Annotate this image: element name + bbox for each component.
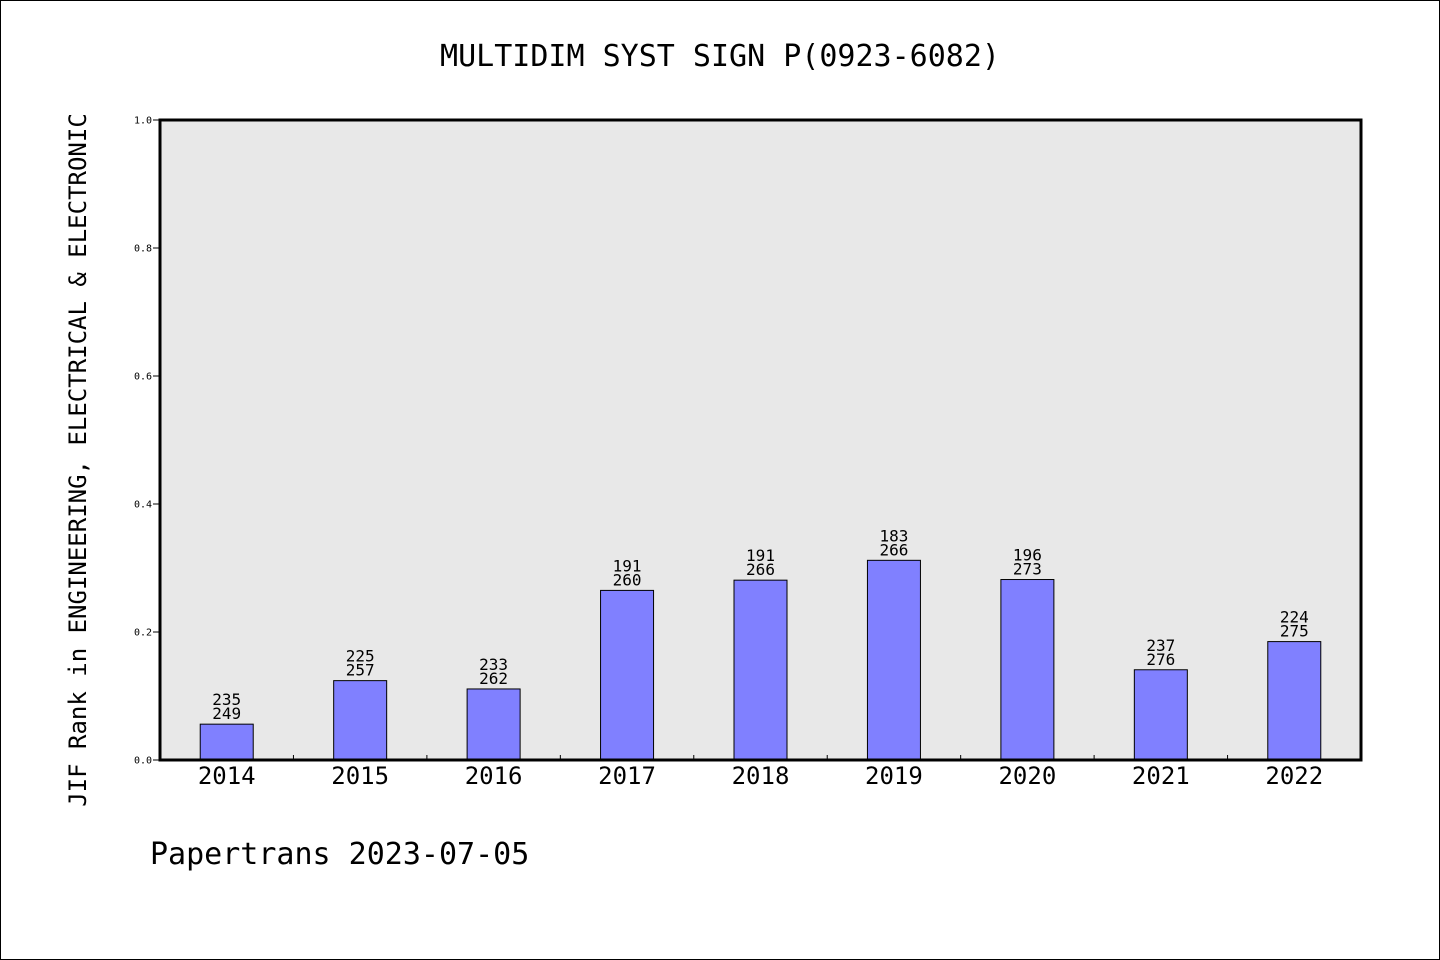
chart-title: MULTIDIM SYST SIGN P(0923-6082) — [440, 39, 1000, 74]
bar-total-label: 266 — [879, 540, 908, 559]
bar-2020 — [1000, 579, 1055, 761]
x-tick-label: 2015 — [331, 762, 389, 790]
x-tick-label: 2018 — [732, 762, 790, 790]
y-tick-label: 0.0 — [134, 756, 152, 767]
y-tick-label: 0.6 — [134, 372, 152, 383]
x-tick-label: 2022 — [1265, 762, 1323, 790]
bar-rank-label: 224 — [1280, 608, 1309, 627]
x-axis-ticks: 2014 2015 2016 2017 2018 2019 2020 2021 2022 — [198, 755, 1323, 790]
x-tick-label: 2016 — [465, 762, 523, 790]
y-tick-label: 0.4 — [134, 500, 152, 511]
bar-total-label: 273 — [1013, 560, 1042, 579]
bar-2016 — [466, 688, 521, 761]
bar-rank-label: 183 — [879, 526, 908, 545]
x-tick-label: 2021 — [1132, 762, 1190, 790]
bar-rank-label: 196 — [1013, 546, 1042, 565]
bar-total-label: 257 — [346, 661, 375, 680]
bar-2022 — [1267, 641, 1322, 761]
y-axis-label: JIF Rank in ENGINEERING, ELECTRICAL & EL… — [64, 113, 92, 807]
x-tick-label: 2020 — [998, 762, 1056, 790]
bar-rank-label: 225 — [346, 647, 375, 666]
bar-2015 — [333, 680, 388, 761]
x-tick-label: 2017 — [598, 762, 656, 790]
bar-total-label: 249 — [212, 704, 241, 723]
bar-2017 — [600, 589, 655, 761]
bar-total-label: 276 — [1146, 650, 1175, 669]
x-tick-label: 2014 — [198, 762, 256, 790]
bar-rank-label: 191 — [613, 556, 642, 575]
bar-2014 — [199, 723, 254, 761]
bar-rank-label: 233 — [479, 655, 508, 674]
x-tick-label: 2019 — [865, 762, 923, 790]
bar-total-label: 275 — [1280, 622, 1309, 641]
y-tick-label: 1.0 — [134, 116, 152, 127]
y-tick-label: 0.8 — [134, 244, 152, 255]
y-tick-label: 0.2 — [134, 628, 152, 639]
bar-2018 — [733, 579, 788, 761]
bar-total-label: 260 — [613, 570, 642, 589]
bar-rank-label: 235 — [212, 690, 241, 709]
bar-rank-label: 191 — [746, 546, 775, 565]
bar-2019 — [866, 559, 921, 761]
bar-total-label: 262 — [479, 669, 508, 688]
y-axis-ticks: 0.0 0.2 0.4 0.6 0.8 1.0 — [134, 116, 160, 767]
plot-border — [158, 118, 1363, 762]
footer-credit: Papertrans 2023-07-05 — [150, 837, 529, 872]
bar-2021 — [1133, 669, 1188, 761]
bars — [199, 559, 1322, 761]
bar-rank-label: 237 — [1146, 636, 1175, 655]
bar-total-label: 266 — [746, 560, 775, 579]
